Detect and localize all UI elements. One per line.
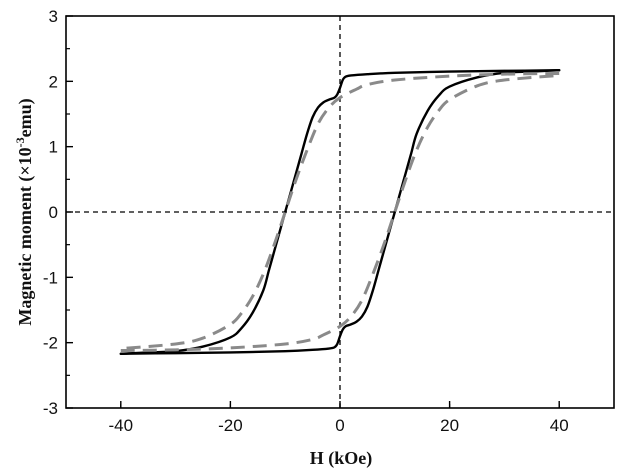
x-tick-label: 20 [440,416,459,435]
y-tick-label: 2 [49,72,58,91]
y-tick-label: 0 [49,203,58,222]
x-tick-label: -40 [109,416,134,435]
x-tick-label: 40 [550,416,569,435]
y-axis-title: Magnetic moment (×10-3emu) [13,98,36,325]
y-axis-title-unit: emu) [15,98,36,137]
y-tick-labels: -3 -2 -1 0 1 2 3 [43,7,58,418]
y-tick-label: -1 [43,268,58,287]
y-tick-label: 1 [49,138,58,157]
y-tick-label: -2 [43,334,58,353]
x-tick-label: 0 [335,416,344,435]
x-tick-label: -20 [218,416,243,435]
y-tick-label: -3 [43,399,58,418]
y-axis-title-superscript: -3 [13,137,27,147]
y-axis-title-main: Magnetic moment (×10 [15,147,36,325]
x-axis-title: H (kOe) [310,448,373,469]
y-tick-label: 3 [49,7,58,26]
x-tick-labels: -40 -20 0 20 40 [109,416,569,435]
